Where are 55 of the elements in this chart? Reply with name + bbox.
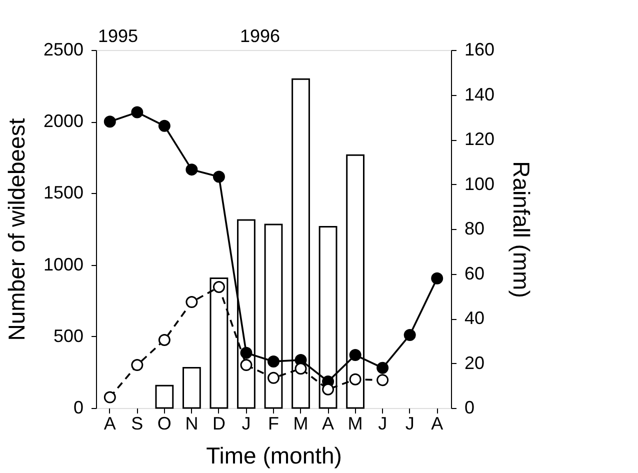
y2-axis-title: Rainfall (mm) [508, 161, 535, 298]
point [240, 359, 252, 372]
text: 1995 [98, 26, 138, 46]
y-tick-label: 2500 [43, 40, 84, 60]
point [186, 164, 198, 176]
x-tick-label: N [185, 414, 198, 434]
x-tick-label: S [131, 414, 144, 434]
point [104, 116, 116, 128]
y-axis-title: Number of wildebeest [3, 118, 30, 341]
y-tick-label: 1500 [43, 182, 84, 203]
x-tick-label: M [348, 414, 363, 434]
y2-tick-label: 140 [464, 84, 495, 104]
x-axis-title: Time (month) [206, 442, 342, 468]
y-tick-label: 1000 [43, 254, 84, 274]
point [431, 272, 444, 284]
y2-tick-label: 100 [464, 174, 495, 194]
point [376, 362, 389, 374]
x-tick-label: J [405, 414, 414, 434]
point [131, 359, 144, 372]
x-tick-label: A [322, 414, 334, 434]
point [104, 391, 116, 404]
y-tick-label: 2000 [43, 111, 84, 132]
point [186, 296, 198, 308]
y2-tick-label: 80 [464, 218, 485, 238]
point [212, 281, 225, 293]
point [294, 362, 307, 375]
y2-tick-label: 20 [464, 352, 485, 373]
x-tick-label: A [431, 414, 444, 434]
x-tick-label: J [378, 414, 388, 434]
x-tick-label: O [157, 414, 172, 434]
y2-tick-label: 60 [464, 263, 485, 284]
point [158, 334, 170, 346]
y2-tick-label: 160 [464, 40, 495, 60]
point [212, 170, 225, 183]
point [268, 372, 280, 384]
point [131, 106, 144, 118]
point [322, 383, 334, 396]
x-tick-label: F [268, 414, 279, 434]
y2-tick-label: 0 [464, 398, 475, 418]
x-tick-label: J [242, 414, 251, 434]
point [349, 349, 362, 361]
point [349, 373, 362, 386]
y2-tick-label: 40 [464, 308, 485, 328]
point [376, 374, 389, 386]
x-tick-label: A [104, 414, 116, 434]
point [268, 355, 280, 368]
y2-tick-label: 120 [464, 129, 495, 149]
point [404, 328, 416, 341]
y-tick-label: 500 [53, 326, 84, 346]
text: 1996 [240, 26, 280, 46]
x-tick-label: D [212, 414, 226, 434]
point [240, 346, 252, 359]
y-tick-label: 0 [73, 398, 84, 418]
x-tick-label: M [293, 414, 308, 434]
point [158, 120, 170, 132]
